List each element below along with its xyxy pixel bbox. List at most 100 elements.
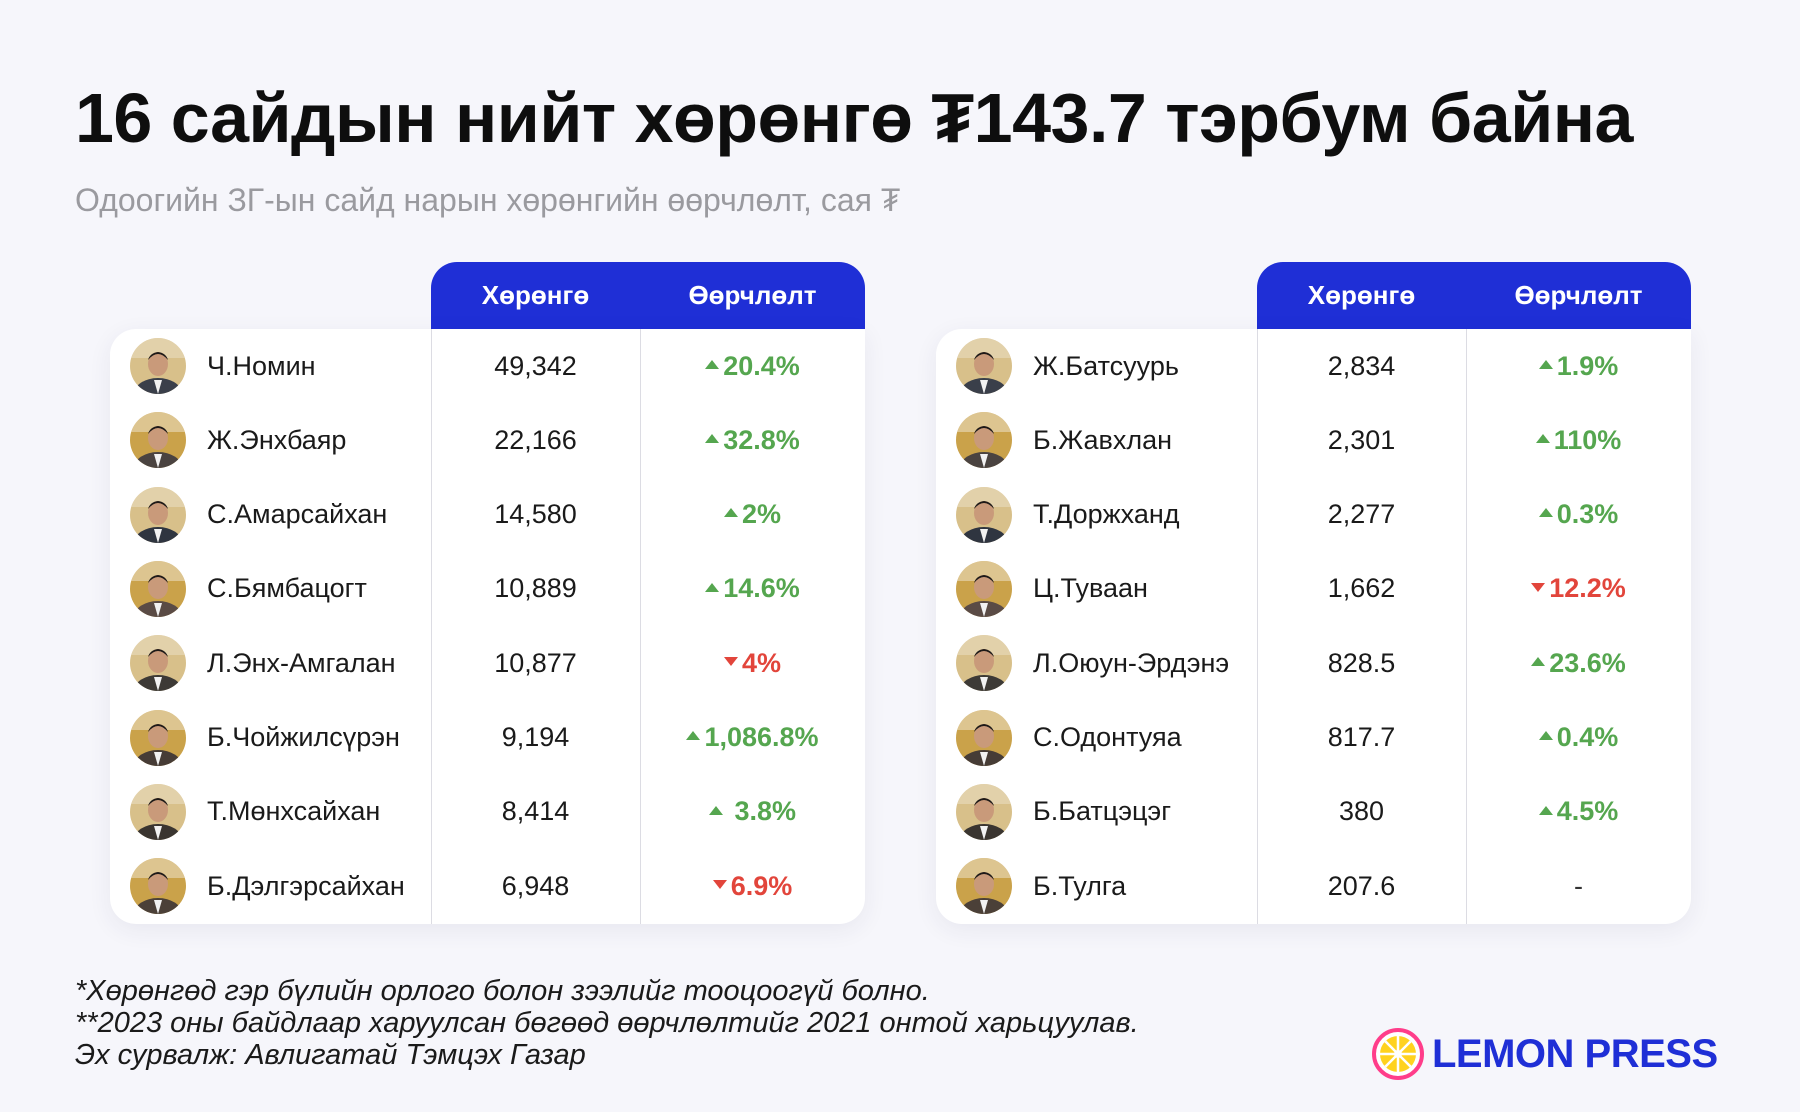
arrow-up-icon <box>686 731 701 741</box>
change-text: 3.8% <box>726 796 797 827</box>
change-value: 0.3% <box>1466 499 1691 530</box>
column-divider <box>640 329 641 924</box>
arrow-up-icon <box>1531 657 1546 667</box>
minister-name: Ж.Энхбаяр <box>207 424 347 455</box>
avatar-icon <box>130 560 186 617</box>
right-table-header: Хөрөнгө Өөрчлөлт <box>1257 262 1691 329</box>
table-row: Б.Батцэцэг 380 4.5% <box>936 775 1691 849</box>
col-asset-header: Хөрөнгө <box>481 280 590 310</box>
minister-name: Л.Энх-Амгалан <box>207 647 396 678</box>
change-value: 0.4% <box>1466 722 1691 753</box>
table-row: С.Одонтуяа 817.7 0.4% <box>936 701 1691 775</box>
asset-value: 2,834 <box>1327 350 1396 381</box>
table-row: Б.Чойжилсүрэн 9,194 1,086.8% <box>110 701 865 775</box>
change-text: 4% <box>741 647 782 678</box>
change-value: - <box>1466 871 1691 902</box>
change-text: 0.4% <box>1556 722 1619 752</box>
minister-name: Б.Жавхлан <box>1033 424 1172 455</box>
right-table: Хөрөнгө Өөрчлөлт Ж.Батсуурь 2,834 1.9% Б.Жа… <box>936 262 1691 924</box>
arrow-up-icon <box>1535 434 1550 444</box>
avatar-icon <box>956 635 1012 692</box>
change-text: 6.9% <box>730 870 793 901</box>
arrow-down-icon <box>723 657 738 667</box>
brand-logo: LEMON PRESS <box>1372 1028 1718 1080</box>
minister-name: Ж.Батсуурь <box>1033 350 1179 381</box>
minister-name: Л.Оюун-Эрдэнэ <box>1033 647 1230 678</box>
minister-name: Т.Доржханд <box>1033 499 1180 530</box>
logo-text: LEMON PRESS <box>1432 1031 1718 1076</box>
table-row: С.Бямбацогт 10,889 14.6% <box>110 552 865 626</box>
left-table-body: Ч.Номин 49,342 20.4% Ж.Энхбаяр 22,166 32.8% С.… <box>110 329 865 924</box>
table-row: Т.Доржханд 2,277 0.3% <box>936 478 1691 552</box>
change-text: 20.4% <box>723 350 800 381</box>
change-value: 23.6% <box>1466 648 1691 679</box>
arrow-up-icon <box>708 805 723 815</box>
change-value: 12.2% <box>1466 573 1691 604</box>
asset-value: 2,277 <box>1327 499 1396 530</box>
avatar-icon <box>956 858 1012 915</box>
avatar-icon <box>130 858 186 915</box>
table-row: Ж.Энхбаяр 22,166 32.8% <box>110 403 865 477</box>
avatar-icon <box>956 560 1012 617</box>
asset-value: 49,342 <box>494 350 577 381</box>
minister-name: Б.Тулга <box>1033 870 1127 901</box>
page-title: 16 сайдын нийт хөрөнгө ₮143.7 тэрбум бай… <box>75 79 1633 157</box>
column-divider <box>1466 329 1467 924</box>
arrow-down-icon <box>712 879 727 889</box>
arrow-up-icon <box>705 359 720 369</box>
minister-name: Б.Дэлгэрсайхан <box>207 870 405 901</box>
asset-value: 14,580 <box>494 499 577 530</box>
minister-name: С.Амарсайхан <box>207 499 388 530</box>
avatar-icon <box>956 783 1012 840</box>
asset-value: 10,889 <box>494 573 577 604</box>
change-value: 110% <box>1466 425 1691 456</box>
col-change-header: Өөрчлөлт <box>688 280 817 310</box>
table-row: Ч.Номин 49,342 20.4% <box>110 329 865 403</box>
change-value: 3.8% <box>640 796 865 827</box>
avatar-icon <box>130 338 186 394</box>
asset-value: 9,194 <box>501 722 570 752</box>
minister-name: Т.Мөнхсайхан <box>207 796 381 827</box>
change-text: 14.6% <box>723 573 800 604</box>
left-table-header: Хөрөнгө Өөрчлөлт <box>431 262 865 329</box>
change-text: 1,086.8% <box>704 722 819 752</box>
change-value: 4% <box>640 648 865 679</box>
minister-name: Ц.Туваан <box>1033 573 1148 604</box>
change-text: 0.3% <box>1556 499 1619 530</box>
footnote: **2023 оны байдлаар харуулсан бөгөөд өөр… <box>75 1007 1139 1039</box>
col-asset-header: Хөрөнгө <box>1307 280 1416 310</box>
asset-value: 6,948 <box>501 870 570 901</box>
minister-name: С.Одонтуяа <box>1033 722 1182 752</box>
avatar-icon <box>130 783 186 840</box>
change-text: 2% <box>741 499 782 530</box>
avatar-icon <box>130 709 186 766</box>
table-row: Л.Энх-Амгалан 10,877 4% <box>110 626 865 700</box>
change-value: 4.5% <box>1466 796 1691 827</box>
table-row: Б.Тулга 207.6 - <box>936 849 1691 923</box>
table-row: Ц.Туваан 1,662 12.2% <box>936 552 1691 626</box>
minister-name: Б.Батцэцэг <box>1033 796 1172 827</box>
change-value: 6.9% <box>640 871 865 902</box>
right-table-body: Ж.Батсуурь 2,834 1.9% Б.Жавхлан 2,301 110% Т.Д… <box>936 329 1691 924</box>
asset-value: 828.5 <box>1327 647 1396 678</box>
arrow-up-icon <box>705 582 720 592</box>
avatar-icon <box>956 709 1012 766</box>
avatar-icon <box>956 412 1012 469</box>
change-text: - <box>1574 870 1583 901</box>
minister-name: Б.Чойжилсүрэн <box>207 722 400 752</box>
left-table: Хөрөнгө Өөрчлөлт Ч.Номин 49,342 20.4% Ж.Энх… <box>110 262 865 924</box>
change-text: 4.5% <box>1556 796 1619 827</box>
asset-value: 207.6 <box>1327 870 1396 901</box>
asset-value: 1,662 <box>1327 573 1396 604</box>
source-note: Эх сурвалж: Авлигатай Тэмцэх Газар <box>75 1039 586 1071</box>
change-text: 12.2% <box>1549 573 1626 604</box>
footnotes: *Хөрөнгөд гэр бүлийн орлого болон зээлий… <box>75 975 1139 1071</box>
arrow-up-icon <box>1538 359 1553 369</box>
col-change-header: Өөрчлөлт <box>1514 280 1643 310</box>
arrow-up-icon <box>1538 731 1553 741</box>
asset-value: 10,877 <box>494 647 577 678</box>
lemon-slice-icon <box>1372 1028 1424 1080</box>
asset-value: 2,301 <box>1327 424 1396 455</box>
arrow-up-icon <box>723 508 738 518</box>
page-subtitle: Одоогийн ЗГ-ын сайд нарын хөрөнгийн өөрч… <box>75 182 901 218</box>
